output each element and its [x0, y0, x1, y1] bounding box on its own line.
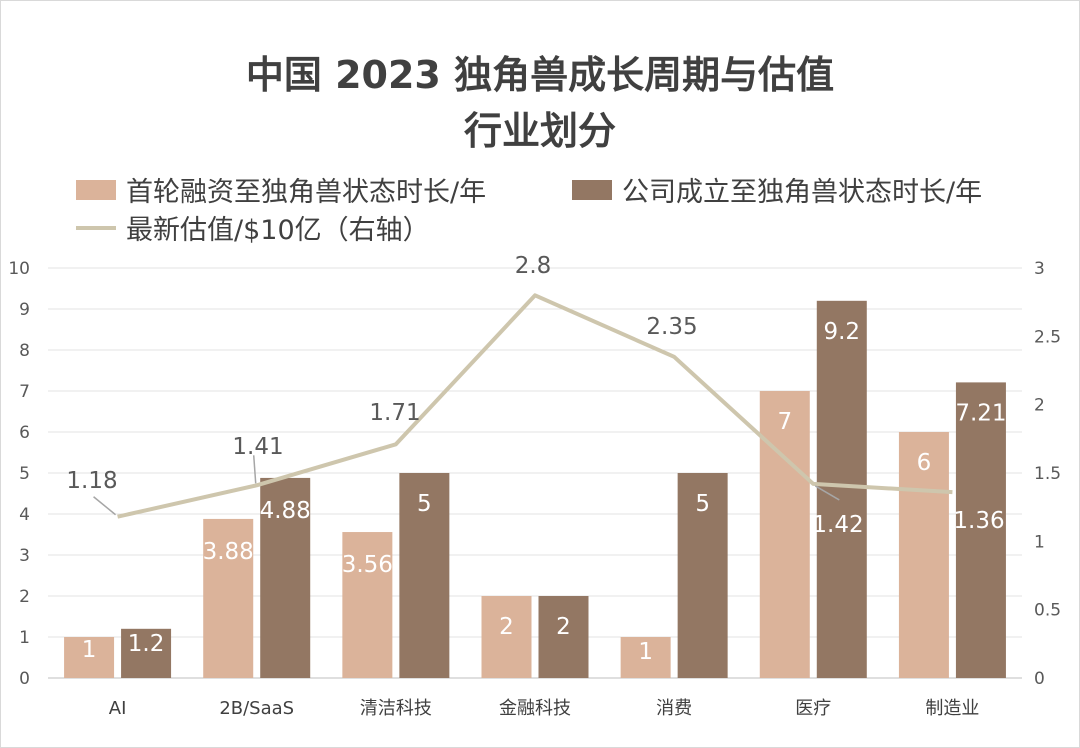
- bar-s1-0: [121, 628, 172, 678]
- legend-swatch-valuation: [76, 225, 116, 230]
- bar-s0-3: [481, 596, 532, 678]
- left-tick-label-7: 7: [19, 382, 30, 402]
- right-tick-label-2: 1: [1034, 532, 1045, 552]
- left-tick-label-9: 9: [19, 300, 30, 320]
- legend-item-valuation: 最新估值/$10亿（右轴）: [76, 208, 430, 247]
- left-tick-label-3: 3: [19, 546, 30, 566]
- right-tick-label-6: 3: [1034, 259, 1045, 279]
- bar-s1-4: [677, 473, 728, 678]
- category-label-4: 消费: [656, 698, 692, 719]
- line-label-5: 1.42: [812, 512, 863, 538]
- bar-s0-2: [342, 532, 393, 678]
- leader-line-0: [93, 496, 117, 516]
- legend-label-founding: 公司成立至独角兽状态时长/年: [622, 177, 983, 208]
- left-tick-label-8: 8: [19, 341, 30, 361]
- line-label-6: 1.36: [953, 508, 1004, 534]
- leader-line-5: [814, 485, 840, 501]
- right-tick-label-1: 0.5: [1034, 601, 1061, 621]
- legend-label-valuation: 最新估值/$10亿（右轴）: [126, 215, 430, 246]
- bar-s1-5: [816, 300, 867, 678]
- legend-item-founding: 公司成立至独角兽状态时长/年: [572, 170, 982, 209]
- legend-item-first-round: 首轮融资至独角兽状态时长/年: [76, 170, 486, 209]
- left-tick-label-10: 10: [8, 259, 30, 279]
- line-label-2: 1.71: [369, 400, 420, 426]
- bar-s0-0: [64, 637, 115, 678]
- legend-label-first-round: 首轮融资至独角兽状态时长/年: [126, 177, 487, 208]
- bar-s1-2: [399, 473, 450, 678]
- left-tick-label-0: 0: [19, 669, 30, 689]
- bar-s0-5: [759, 391, 810, 678]
- line-label-1: 1.41: [232, 434, 283, 460]
- category-label-3: 金融科技: [499, 698, 571, 719]
- right-tick-label-5: 2.5: [1034, 327, 1061, 347]
- bar-label-s0-3: 2: [499, 614, 514, 640]
- bar-label-s0-2: 3.56: [342, 552, 393, 578]
- bar-label-s0-0: 1: [82, 637, 97, 663]
- bar-label-s1-5: 9.2: [823, 319, 860, 345]
- line-label-4: 2.35: [646, 314, 697, 340]
- bar-label-s1-1: 4.88: [260, 498, 311, 524]
- right-tick-label-3: 1.5: [1034, 464, 1061, 484]
- legend-swatch-first-round: [76, 179, 116, 200]
- bar-label-s1-6: 7.21: [955, 400, 1006, 426]
- bar-label-s1-4: 5: [695, 491, 710, 517]
- left-tick-label-4: 4: [19, 505, 30, 525]
- category-label-6: 制造业: [925, 698, 979, 719]
- left-tick-label-2: 2: [19, 587, 30, 607]
- left-tick-label-6: 6: [19, 423, 30, 443]
- bar-s0-6: [898, 432, 949, 678]
- category-label-5: 医疗: [795, 698, 831, 719]
- line-label-3: 2.8: [515, 253, 552, 279]
- right-tick-label-0: 0: [1034, 669, 1045, 689]
- chart-title-line1: 中国 2023 独角兽成长周期与估值: [245, 53, 835, 97]
- bar-s1-1: [260, 477, 311, 678]
- bar-label-s1-2: 5: [417, 491, 432, 517]
- bar-label-s1-0: 1.2: [128, 631, 165, 657]
- category-label-2: 清洁科技: [360, 698, 432, 719]
- bar-s1-3: [538, 596, 589, 678]
- valuation-line: [117, 293, 953, 519]
- bar-label-s1-3: 2: [556, 614, 571, 640]
- left-tick-label-5: 5: [19, 464, 30, 484]
- bar-s0-1: [203, 518, 254, 678]
- line-label-0: 1.18: [66, 468, 117, 494]
- bar-s1-6: [955, 382, 1006, 678]
- left-tick-label-1: 1: [19, 628, 30, 648]
- bar-label-s0-5: 7: [777, 409, 792, 435]
- bar-s0-4: [620, 637, 671, 678]
- leader-line-1: [252, 455, 257, 484]
- legend-swatch-founding: [572, 179, 612, 200]
- bar-label-s0-6: 6: [917, 450, 932, 476]
- category-label-1: 2B/SaaS: [219, 698, 294, 719]
- category-label-0: AI: [109, 698, 127, 719]
- bar-label-s0-1: 3.88: [203, 539, 254, 565]
- chart-title-line2: 行业划分: [463, 109, 616, 153]
- right-tick-label-4: 2: [1034, 396, 1045, 416]
- bar-label-s0-4: 1: [638, 639, 653, 665]
